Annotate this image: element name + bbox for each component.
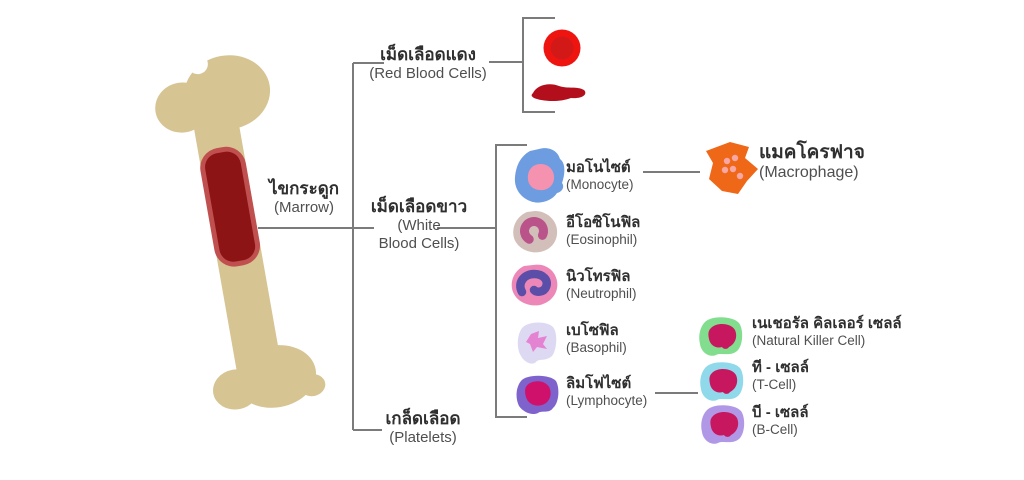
monocyte-illustration [514,148,565,203]
macrophage-label-en: (Macrophage) [759,164,859,182]
neutrophil-label-th: นิวโทรฟิล [566,268,631,285]
eosinophil-illustration [513,211,558,253]
b-cell-illustration [701,405,745,444]
white-blood-cells-label-en2: Blood Cells) [378,234,460,252]
natural-killer-cell-label-th: เนเชอรัล คิลเลอร์ เซลล์ [752,315,902,332]
lymphocyte-illustration [516,375,559,415]
red-blood-cells-label-en: (Red Blood Cells) [369,65,487,83]
basophil-label: เบโซฟิล (Basophil) [566,322,627,356]
monocyte-label-en: (Monocyte) [566,176,634,192]
bone-illustration [155,54,326,410]
red-blood-cells-illustration [531,29,586,102]
macrophage-label-th: แมคโครฟาจ [759,142,865,163]
basophil-illustration [517,322,557,364]
bone-notch [187,54,208,75]
t-cell-label: ที - เซลล์ (T-Cell) [752,359,809,393]
t-cell-illustration [700,362,744,401]
red-blood-cells-label: เม็ดเลือดแดง (Red Blood Cells) [366,45,490,83]
b-cell-label-th: บี - เซลล์ [752,404,809,421]
connector-lines [258,17,700,431]
neutrophil-label-en: (Neutrophil) [566,285,637,301]
marrow-label-en: (Marrow) [274,199,334,217]
b-cell-label: บี - เซลล์ (B-Cell) [752,404,809,438]
eosinophil-label-en: (Eosinophil) [566,231,638,247]
lymphocyte-label: ลิมโฟไซต์ (Lymphocyte) [566,375,647,409]
red-cell-side-icon [531,84,586,102]
red-blood-cells-label-th: เม็ดเลือดแดง [380,45,476,64]
basophil-label-th: เบโซฟิล [566,322,619,339]
eosinophil-label-th: อีโอซิโนฟิล [566,214,641,231]
white-blood-cells-label: เม็ดเลือดขาว (White Blood Cells) [366,197,472,252]
natural-killer-cell-illustration [699,317,743,356]
monocyte-label-th: มอโนไซต์ [566,159,631,176]
platelets-label: เกล็ดเลือด (Platelets) [370,409,476,447]
white-blood-cells-label-th: เม็ดเลือดขาว [370,197,468,216]
natural-killer-cell-label: เนเชอรัล คิลเลอร์ เซลล์ (Natural Killer … [752,315,902,349]
marrow-label-th: ไขกระดูก [268,179,340,198]
platelets-label-en: (Platelets) [389,429,457,447]
basophil-label-en: (Basophil) [566,339,627,355]
platelets-label-th: เกล็ดเลือด [385,409,461,428]
neutrophil-illustration [511,264,558,306]
eosinophil-label: อีโอซิโนฟิล (Eosinophil) [566,214,640,248]
macrophage-label: แมคโครฟาจ (Macrophage) [759,142,865,183]
marrow-icon [205,151,256,262]
monocyte-label: มอโนไซต์ (Monocyte) [566,159,634,193]
wbc-bracket [495,144,527,418]
t-cell-label-th: ที - เซลล์ [752,359,809,376]
white-blood-cells-label-en1: (White [397,217,441,235]
rbc-bracket [522,17,555,113]
t-cell-label-en: (T-Cell) [752,376,797,392]
b-cell-label-en: (B-Cell) [752,421,798,437]
neutrophil-label: นิวโทรฟิล (Neutrophil) [566,268,637,302]
marrow-label: ไขกระดูก (Marrow) [258,179,350,217]
macrophage-illustration [706,142,758,194]
lymphocyte-label-th: ลิมโฟไซต์ [566,375,632,392]
natural-killer-cell-label-en: (Natural Killer Cell) [752,332,866,348]
lymphocyte-label-en: (Lymphocyte) [566,392,648,408]
